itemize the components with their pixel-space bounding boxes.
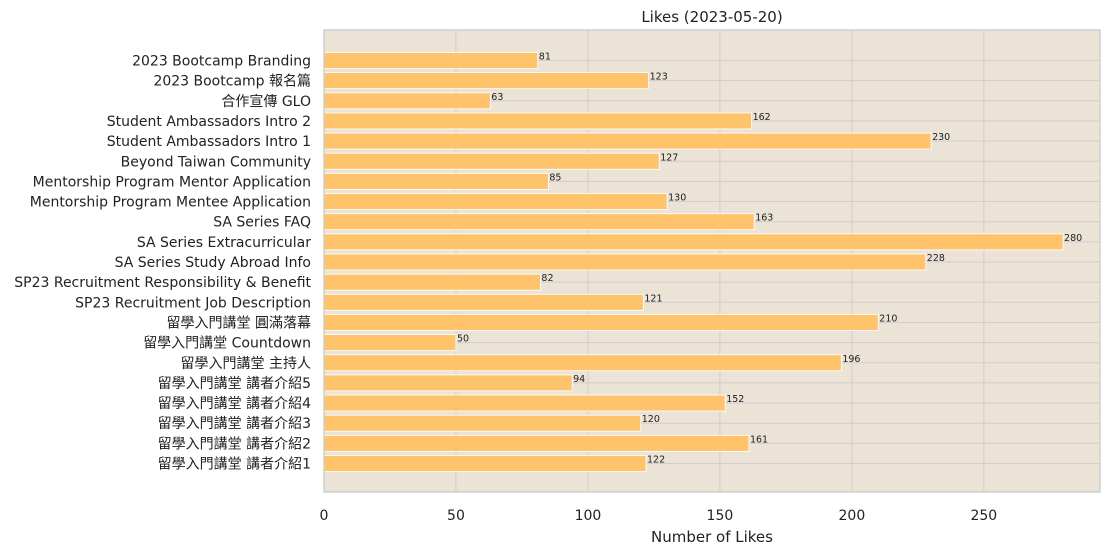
data-label: 50 [457, 334, 469, 345]
bar [323, 394, 726, 412]
plot-frame [323, 29, 1101, 493]
category-labels: 2023 Bootcamp Branding 2023 Bootcamp 報名篇合… [14, 54, 311, 473]
category-label: 留學入門講堂 講者介紹5 [158, 376, 311, 392]
category-label: SP23 Recruitment Job Description [75, 295, 311, 311]
bar [323, 152, 660, 170]
data-label: 121 [644, 293, 662, 304]
category-label: 留學入門講堂 主持人 [181, 356, 311, 372]
data-label: 63 [491, 92, 503, 103]
data-label: 120 [642, 414, 660, 425]
data-label: 127 [660, 152, 678, 163]
x-tick-label: 250 [970, 508, 997, 524]
data-label: 196 [842, 354, 860, 365]
category-label: Student Ambassadors Intro 1 [107, 134, 311, 150]
data-label: 280 [1064, 233, 1082, 244]
category-label: SP23 Recruitment Responsibility & Benefi… [14, 275, 311, 291]
bar [323, 233, 1064, 251]
data-label: 162 [753, 112, 771, 123]
x-tick-label: 0 [320, 508, 329, 524]
x-tick-label: 50 [447, 508, 465, 524]
chart-title: Likes (2023-05-20) [641, 8, 782, 26]
x-tick-labels: 0 50 100 150 200 250 [320, 508, 998, 524]
bar [323, 414, 642, 432]
data-labels: 81 123 63 162 230 127 85 130 163 280 228 82 121 210 50… [457, 52, 1082, 466]
bar [323, 434, 750, 452]
category-label: Mentorship Program Mentor Application [33, 174, 311, 190]
category-label: 留學入門講堂 圓滿落幕 [167, 315, 311, 331]
bar [323, 354, 842, 372]
category-label: 留學入門講堂 講者介紹3 [158, 416, 311, 432]
data-label: 210 [879, 313, 897, 324]
bar [323, 213, 755, 231]
category-label: 合作宣傳 GLO [221, 94, 311, 110]
bar [323, 374, 573, 392]
data-label: 152 [726, 394, 744, 405]
category-label: 留學入門講堂 Countdown [143, 336, 311, 352]
bar [323, 253, 927, 271]
data-label: 94 [573, 374, 585, 385]
bar [323, 193, 668, 210]
category-label: SA Series Extracurricular [137, 235, 311, 251]
data-label: 123 [650, 72, 668, 83]
data-label: 122 [647, 455, 665, 466]
x-tick-label: 200 [839, 508, 866, 524]
bar [323, 92, 491, 110]
category-label: 2023 Bootcamp Branding [132, 54, 311, 70]
bar [323, 293, 644, 311]
x-axis-label: Number of Likes [651, 528, 773, 546]
bar [323, 112, 752, 130]
category-label: SA Series Study Abroad Info [115, 255, 311, 271]
data-label: 230 [932, 132, 950, 143]
bar [323, 72, 650, 90]
bar [323, 314, 879, 331]
category-label: Beyond Taiwan Community [121, 154, 311, 170]
category-label: 留學入門講堂 講者介紹1 [158, 457, 311, 473]
bar [323, 52, 539, 69]
data-label: 81 [539, 52, 551, 63]
category-label: 2023 Bootcamp 報名篇 [153, 74, 311, 90]
data-label: 85 [549, 172, 561, 183]
category-label: 留學入門講堂 講者介紹4 [158, 396, 311, 412]
category-label: Student Ambassadors Intro 2 [107, 114, 311, 130]
bar [323, 172, 549, 190]
data-label: 82 [541, 273, 553, 284]
bar [323, 132, 932, 150]
data-label: 228 [927, 253, 945, 264]
data-label: 161 [750, 434, 768, 445]
x-tick-label: 150 [707, 508, 734, 524]
bar [323, 334, 457, 352]
bar [323, 455, 647, 472]
bar [323, 273, 541, 291]
x-tick-label: 100 [575, 508, 602, 524]
category-label: SA Series FAQ [213, 215, 311, 231]
data-label: 130 [668, 193, 686, 204]
category-label: Mentorship Program Mentee Application [30, 195, 311, 211]
bars [323, 52, 1064, 472]
data-label: 163 [755, 213, 773, 224]
category-label: 留學入門講堂 講者介紹2 [158, 436, 311, 452]
